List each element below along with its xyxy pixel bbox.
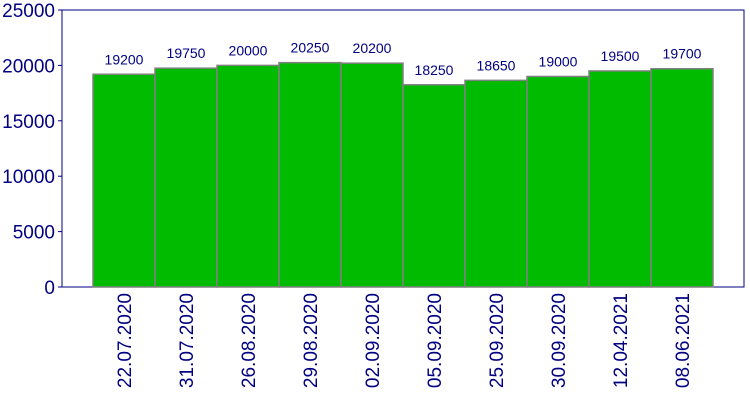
bar: [526, 75, 590, 288]
x-tick-label: 22.07.2020: [115, 293, 136, 388]
bar: [278, 61, 342, 288]
bar: [402, 84, 466, 288]
y-tick-label: 20000: [2, 56, 55, 77]
y-tick-label: 0: [44, 278, 55, 299]
value-label: 20000: [229, 42, 268, 58]
value-label: 19200: [105, 51, 144, 67]
x-tick-label: 08.06.2021: [673, 293, 694, 388]
value-label: 20200: [353, 40, 392, 56]
x-tick-label: 05.09.2020: [425, 293, 446, 388]
value-label: 19500: [601, 48, 640, 64]
bar: [340, 62, 404, 288]
x-tick-label: 12.04.2021: [611, 293, 632, 388]
x-tick-label: 26.08.2020: [239, 293, 260, 388]
value-label: 19700: [663, 46, 702, 62]
bar: [92, 73, 156, 288]
value-label: 19000: [539, 53, 578, 69]
value-label: 18650: [477, 57, 516, 73]
value-label: 18250: [415, 62, 454, 78]
y-tick-label: 5000: [13, 223, 55, 244]
value-label: 19750: [167, 45, 206, 61]
bar: [154, 67, 218, 288]
bar: [464, 79, 528, 288]
x-tick-label: 29.08.2020: [301, 293, 322, 388]
y-tick-label: 10000: [2, 167, 55, 188]
bar: [588, 70, 652, 288]
x-tick-label: 30.09.2020: [549, 293, 570, 388]
x-tick-label: 25.09.2020: [487, 293, 508, 388]
value-label: 20250: [291, 40, 330, 56]
x-tick-label: 31.07.2020: [177, 293, 198, 388]
bar: [216, 64, 280, 288]
y-tick-label: 25000: [2, 1, 55, 22]
bar: [650, 67, 714, 288]
x-tick-label: 02.09.2020: [363, 293, 384, 388]
y-tick-label: 15000: [2, 112, 55, 133]
